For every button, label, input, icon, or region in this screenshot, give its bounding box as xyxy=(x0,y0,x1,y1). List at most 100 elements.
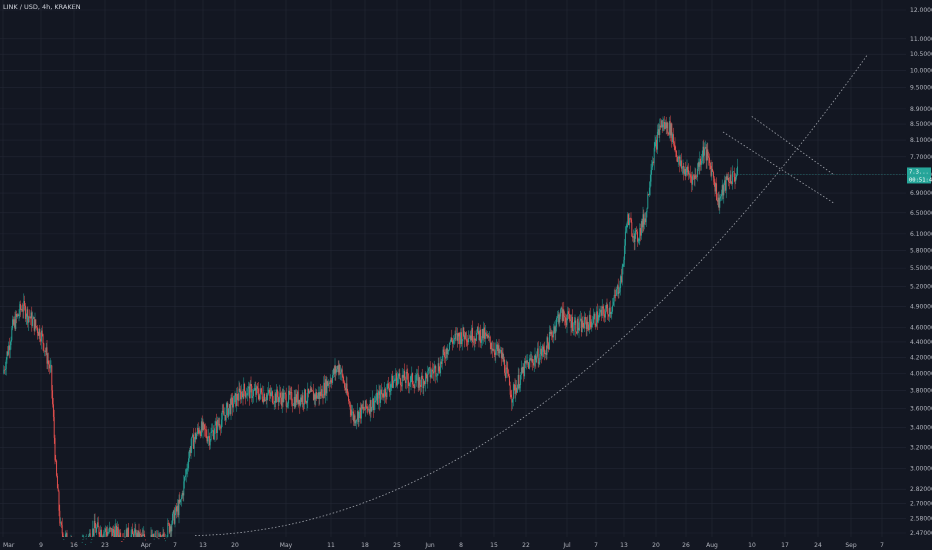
candle-body xyxy=(89,533,91,537)
candle-body xyxy=(16,313,18,317)
candle-body xyxy=(118,535,120,537)
candle-body xyxy=(575,320,577,332)
candle-body xyxy=(8,345,10,355)
candle-body xyxy=(39,328,41,339)
candle-body xyxy=(243,383,245,399)
x-tick-label: 7 xyxy=(880,542,884,549)
candle-body xyxy=(720,196,722,199)
candle-body xyxy=(675,149,677,151)
candle-body xyxy=(716,183,718,201)
candle-body xyxy=(438,363,440,371)
y-tick-label: 6.50000 xyxy=(910,210,932,217)
candle-body xyxy=(96,522,98,528)
candle-body xyxy=(415,380,417,383)
candle-body xyxy=(314,394,316,400)
candle-body xyxy=(229,404,231,414)
candle-body xyxy=(430,374,432,378)
candle-body xyxy=(732,171,734,185)
candle-body xyxy=(576,318,578,334)
candle-body xyxy=(133,532,135,537)
candle-body xyxy=(428,368,430,371)
candle-body xyxy=(434,366,436,369)
candle-body xyxy=(20,304,22,310)
candle-body xyxy=(94,520,96,529)
candle-body xyxy=(307,388,309,401)
candle-body xyxy=(198,429,200,434)
candle-body xyxy=(554,326,556,333)
candle-body xyxy=(661,120,663,128)
candle-body xyxy=(636,231,638,242)
candle-body xyxy=(398,373,400,377)
candle-body xyxy=(580,318,582,333)
candle-body xyxy=(189,449,191,453)
candle-body xyxy=(137,530,139,537)
candle-body xyxy=(315,392,317,400)
candle-body xyxy=(658,129,660,135)
candle-body xyxy=(594,313,596,325)
candle-body xyxy=(440,361,442,364)
candle-body xyxy=(519,385,521,389)
y-tick-label: 10.00000 xyxy=(910,67,932,74)
candle-body xyxy=(680,160,682,169)
candle-body xyxy=(456,333,458,341)
candle-body xyxy=(310,388,312,392)
candle-body xyxy=(692,175,694,177)
candle-body xyxy=(471,327,473,340)
candle-body xyxy=(626,225,628,228)
candle-body xyxy=(700,161,702,165)
candle-body xyxy=(609,307,611,314)
candle-body xyxy=(581,320,583,333)
candle-body xyxy=(643,214,645,225)
candle-body xyxy=(341,369,343,375)
candle-body xyxy=(506,367,508,369)
candle-body xyxy=(583,327,585,329)
candle-body xyxy=(726,176,728,180)
y-tick-label: 4.60000 xyxy=(910,324,932,331)
candle-body xyxy=(276,389,278,398)
candle-body xyxy=(358,411,360,422)
x-tick-label: 17 xyxy=(781,542,789,549)
candle-body xyxy=(193,439,195,449)
candle-body xyxy=(312,391,314,401)
candle-body xyxy=(484,332,486,339)
candle-body xyxy=(40,338,42,342)
candle-body xyxy=(45,347,47,352)
candle-body xyxy=(416,374,418,381)
candle-body xyxy=(410,375,412,383)
candle-body xyxy=(320,389,322,396)
candle-body xyxy=(252,390,254,397)
candle-body xyxy=(304,389,306,405)
candle-body xyxy=(664,121,666,130)
candle-body xyxy=(644,218,646,225)
candle-body xyxy=(711,168,713,176)
candle-body xyxy=(269,392,271,396)
candle-body xyxy=(656,139,658,150)
candle-body xyxy=(136,532,138,537)
candle-body xyxy=(426,374,428,382)
candle-body xyxy=(584,316,586,329)
candle-body xyxy=(461,339,463,345)
candle-body xyxy=(511,397,513,403)
candle-body xyxy=(360,407,362,419)
candle-body xyxy=(283,393,285,403)
candle-body xyxy=(346,383,348,393)
candle-body xyxy=(512,384,514,399)
candle-body xyxy=(40,330,42,342)
candle-body xyxy=(298,399,300,404)
candle-body xyxy=(637,240,639,242)
candle-body xyxy=(355,421,357,424)
candle-body xyxy=(303,403,305,405)
candle-body xyxy=(392,380,394,388)
candle-body xyxy=(377,395,379,405)
candle-body xyxy=(648,187,650,196)
candle-body xyxy=(448,342,450,350)
candle-body xyxy=(277,397,279,403)
candle-body xyxy=(275,393,277,403)
candle-body xyxy=(32,318,34,326)
candle-body xyxy=(424,373,426,385)
candle-body xyxy=(386,383,388,397)
candle-body xyxy=(112,529,114,533)
candle-body xyxy=(48,364,50,369)
candle-body xyxy=(427,370,429,382)
